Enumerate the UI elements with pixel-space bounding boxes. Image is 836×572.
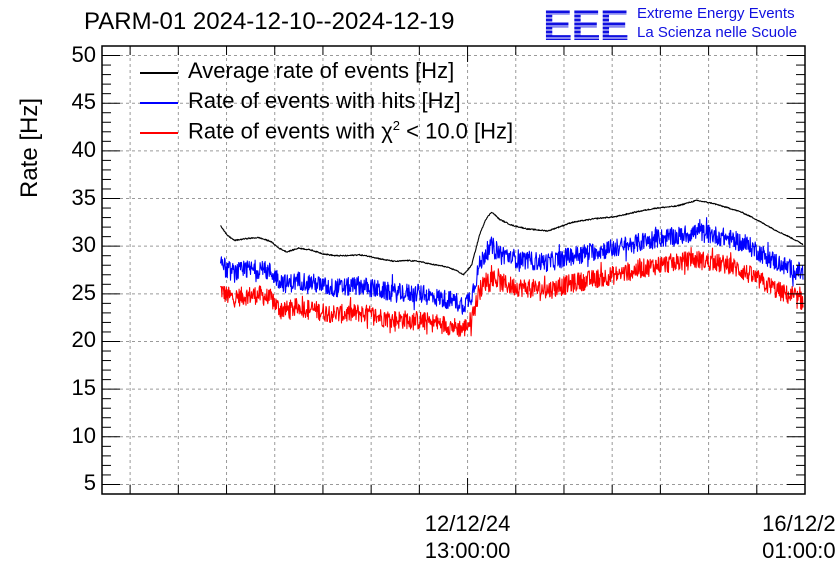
x-tick-label: 12/12/24 13:00:00	[408, 510, 528, 564]
y-tick-label: 45	[71, 89, 96, 115]
legend-chi2-sup: 2	[392, 118, 401, 133]
y-tick-label: 5	[83, 470, 96, 496]
y-tick-label: 15	[71, 375, 96, 401]
y-tick-label: 25	[71, 279, 96, 305]
legend-label-hits: Rate of events with hits [Hz]	[188, 88, 461, 113]
logo-line-2: La Scienza nelle Scuole	[637, 24, 798, 41]
logo-line-1: Extreme Energy Events	[637, 5, 795, 22]
chart-title: PARM-01 2024-12-10--2024-12-19	[84, 8, 455, 35]
legend-label-average: Average rate of events [Hz]	[188, 58, 455, 83]
x-tick-date: 16/12/24	[762, 511, 836, 536]
y-tick-label: 30	[71, 232, 96, 258]
legend-swatch-average	[140, 72, 178, 74]
legend-chi2-pre: Rate of events with	[188, 118, 382, 144]
y-tick-label: 20	[71, 327, 96, 353]
eee-logo: EEE	[541, 1, 636, 50]
grid-lines	[102, 46, 806, 494]
series-line-2	[220, 247, 804, 338]
x-tick-time: 13:00:00	[424, 538, 511, 563]
legend-chi2-symbol: χ	[381, 118, 393, 144]
legend-chi2-post: < 10.0 [Hz]	[400, 118, 514, 144]
x-tick-label: 16/12/2401:00:00	[745, 510, 836, 564]
series-layer	[219, 199, 804, 338]
plot-frame	[101, 45, 806, 495]
logo-subtitle: Extreme Energy Events La Scienza nelle S…	[637, 4, 797, 42]
y-tick-label: 50	[71, 41, 96, 67]
axes	[101, 45, 806, 495]
y-tick-label: 10	[71, 422, 96, 448]
y-tick-label: 35	[71, 184, 96, 210]
y-tick-label: 40	[71, 136, 96, 162]
legend-swatch-chi2	[140, 132, 178, 134]
series-line-1	[219, 217, 804, 315]
x-tick-time: 01:00:00	[762, 538, 836, 563]
series-line-0	[220, 199, 804, 276]
legend-label-chi2: Rate of events with χ2 < 10.0 [Hz]	[188, 118, 513, 144]
legend-swatch-hits	[140, 102, 178, 104]
x-tick-date: 12/12/24	[424, 511, 511, 536]
